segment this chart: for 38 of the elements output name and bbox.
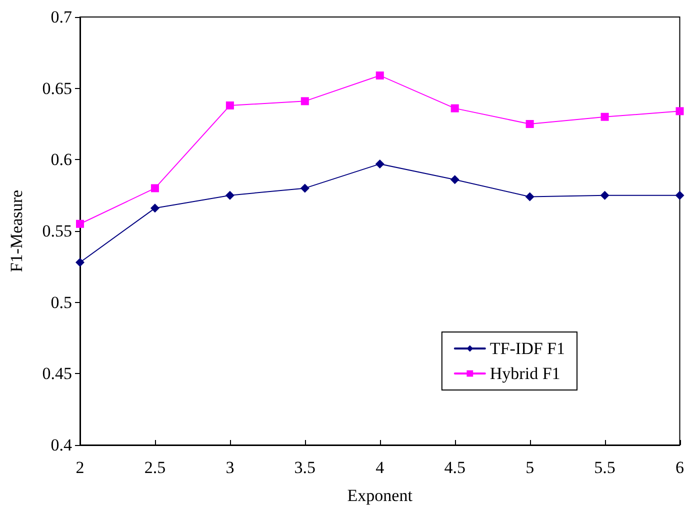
y-tick-label: 0.65 <box>42 78 72 98</box>
y-tick-label: 0.45 <box>42 364 72 384</box>
point <box>376 71 384 80</box>
point <box>526 120 534 128</box>
y-tick-label: 0.4 <box>50 436 72 454</box>
x-tick-label: 5 <box>526 458 534 477</box>
point <box>676 107 684 116</box>
x-tick-label: 3.5 <box>294 458 316 477</box>
point <box>375 159 384 168</box>
point <box>600 112 609 121</box>
point <box>150 184 159 192</box>
x-tick-label: 4 <box>376 458 385 477</box>
x-tick-label: 4.5 <box>444 458 466 477</box>
x-tick-label: 2.5 <box>144 458 166 477</box>
y-tick-label: 0.55 <box>42 222 72 240</box>
point <box>450 175 460 184</box>
y-tick-label: 0.5 <box>50 292 72 312</box>
x-tick-label: 2 <box>76 458 84 477</box>
x-tick-label: 6 <box>676 458 684 477</box>
y-axis-title: F1-Measure <box>7 190 26 272</box>
point <box>225 190 234 200</box>
point <box>226 101 234 110</box>
point <box>300 184 310 193</box>
legend-label: Hybrid F1 <box>490 364 560 383</box>
point <box>150 204 160 213</box>
point <box>675 190 684 200</box>
point <box>600 190 610 200</box>
point <box>450 104 459 112</box>
x-axis-title: Exponent <box>347 486 413 505</box>
point <box>76 258 84 267</box>
y-tick-label: 0.6 <box>50 150 72 170</box>
y-tick-label: 0.7 <box>50 8 72 26</box>
point <box>525 192 534 202</box>
x-tick-label: 5.5 <box>594 458 616 477</box>
legend-label: TF-IDF F1 <box>490 339 566 358</box>
x-tick-label: 3 <box>226 458 234 477</box>
point <box>76 220 84 228</box>
point <box>300 97 309 106</box>
